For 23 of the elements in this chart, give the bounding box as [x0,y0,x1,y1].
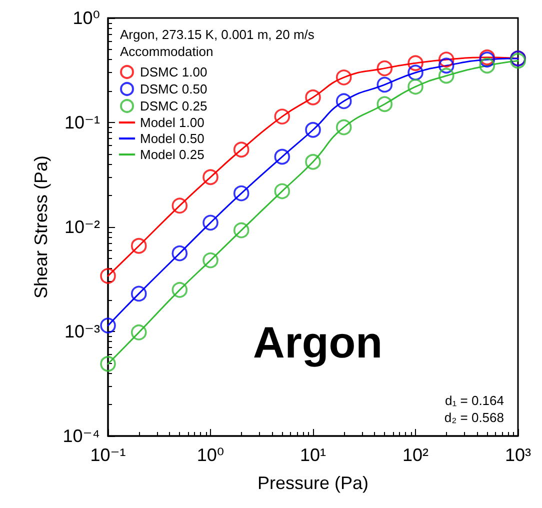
legend-title: Accommodation [120,44,214,59]
legend-label: Model 0.50 [140,131,204,146]
legend-label: DSMC 1.00 [140,64,208,80]
x-tick-label: 10⁰ [196,445,224,465]
x-tick-label: 10³ [504,445,532,465]
x-tick-label: 10² [402,445,429,465]
legend-label: DSMC 0.50 [140,82,208,96]
y-tick-label: 10⁻⁴ [62,426,100,446]
y-tick-label: 10⁻¹ [64,112,100,132]
annotation: Argon, 273.15 K, 0.001 m, 20 m/s [120,27,315,42]
y-tick-label: 10⁻³ [64,322,100,342]
x-axis-title: Pressure (Pa) [257,473,369,493]
annotation: d₂ = 0.568 [444,410,504,425]
x-tick-label: 10¹ [300,445,326,465]
x-tick-label: 10⁻¹ [90,445,126,465]
y-tick-label: 10⁰ [72,8,100,28]
legend-label: Model 0.25 [140,147,204,162]
legend-label: Model 1.00 [140,115,204,130]
y-tick-label: 10⁻² [64,217,100,237]
annotation: d₁ = 0.164 [445,393,504,408]
legend-label: DSMC 0.25 [140,98,208,114]
annotation: Argon [253,318,383,368]
y-axis-title: Shear Stress (Pa) [31,155,51,299]
